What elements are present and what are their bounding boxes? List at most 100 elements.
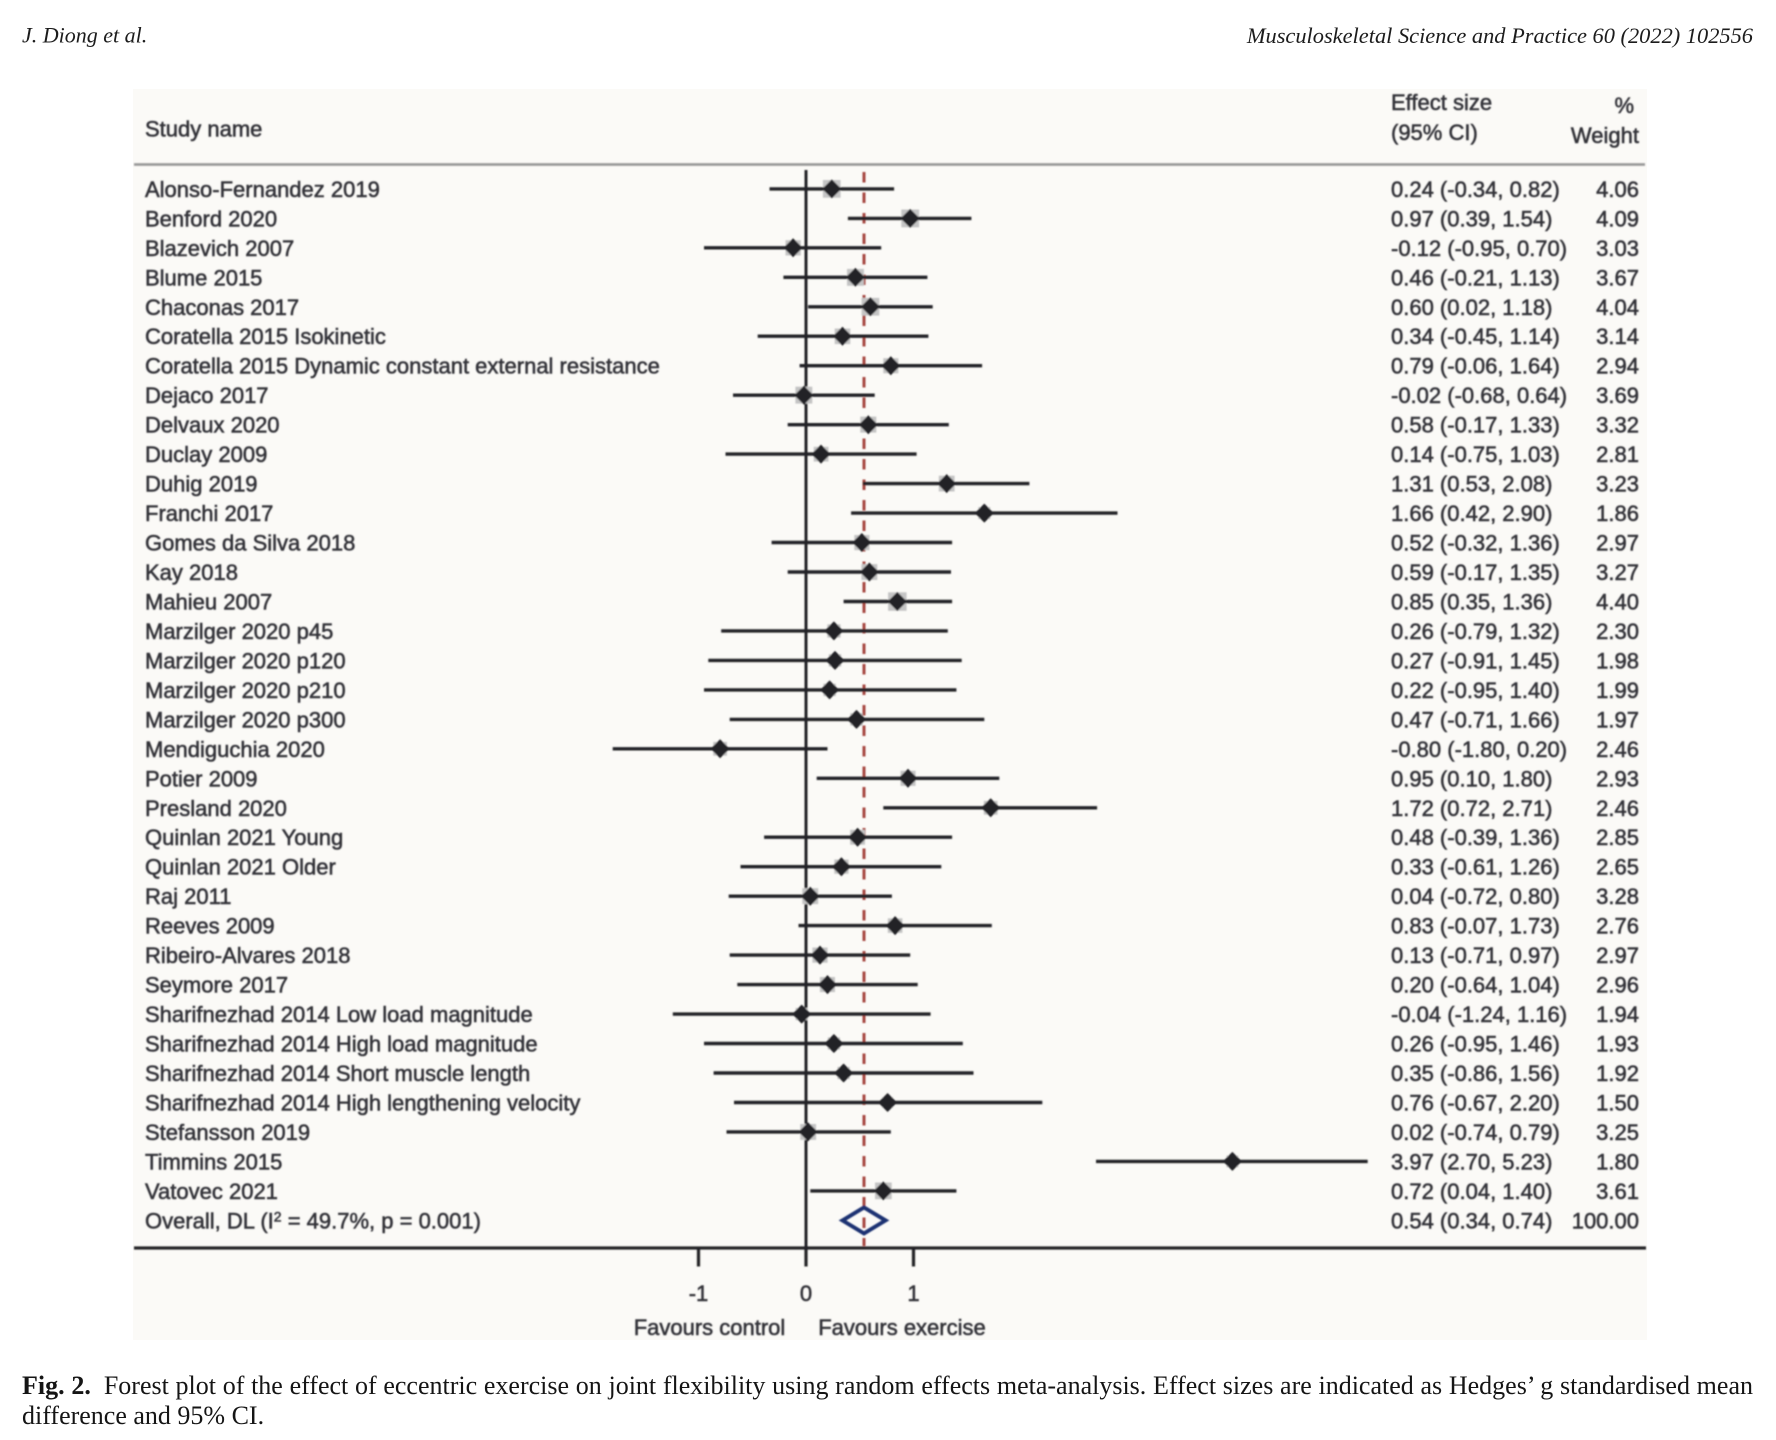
svg-text:Study name: Study name	[145, 117, 262, 142]
svg-text:2.76: 2.76	[1596, 914, 1639, 939]
svg-text:Musculoskeletal Science and Pr: Musculoskeletal Science and Practice 60 …	[1246, 23, 1754, 48]
svg-text:0.04 (-0.72, 0.80): 0.04 (-0.72, 0.80)	[1391, 884, 1560, 909]
svg-text:0.26 (-0.79, 1.32): 0.26 (-0.79, 1.32)	[1391, 619, 1560, 644]
svg-text:Weight: Weight	[1571, 123, 1639, 148]
svg-text:1.94: 1.94	[1596, 1002, 1639, 1027]
svg-text:1.93: 1.93	[1596, 1032, 1639, 1057]
svg-text:Franchi 2017: Franchi 2017	[145, 501, 273, 526]
svg-text:Coratella 2015 Dynamic constan: Coratella 2015 Dynamic constant external…	[145, 354, 660, 379]
svg-text:Quinlan 2021 Young: Quinlan 2021 Young	[145, 825, 343, 850]
svg-text:0.54 (0.34, 0.74): 0.54 (0.34, 0.74)	[1391, 1208, 1552, 1233]
svg-text:2.96: 2.96	[1596, 973, 1639, 998]
svg-text:0.83 (-0.07, 1.73): 0.83 (-0.07, 1.73)	[1391, 914, 1560, 939]
svg-text:2.97: 2.97	[1596, 531, 1639, 556]
svg-text:-0.04 (-1.24, 1.16): -0.04 (-1.24, 1.16)	[1391, 1002, 1567, 1027]
svg-text:Gomes da Silva 2018: Gomes da Silva 2018	[145, 531, 355, 556]
svg-text:100.00: 100.00	[1572, 1208, 1639, 1233]
svg-text:1.50: 1.50	[1596, 1091, 1639, 1116]
svg-text:Favours exercise: Favours exercise	[818, 1315, 986, 1340]
svg-text:Potier 2009: Potier 2009	[145, 766, 258, 791]
svg-text:Quinlan 2021 Older: Quinlan 2021 Older	[145, 855, 336, 880]
svg-text:Mahieu 2007: Mahieu 2007	[145, 590, 272, 615]
svg-text:3.32: 3.32	[1596, 413, 1639, 438]
svg-text:2.65: 2.65	[1596, 855, 1639, 880]
svg-text:0.22 (-0.95, 1.40): 0.22 (-0.95, 1.40)	[1391, 678, 1560, 703]
svg-text:3.28: 3.28	[1596, 884, 1639, 909]
svg-text:Dejaco 2017: Dejaco 2017	[145, 383, 269, 408]
svg-text:%: %	[1614, 93, 1634, 118]
svg-text:1.72 (0.72, 2.71): 1.72 (0.72, 2.71)	[1391, 796, 1552, 821]
svg-text:0.85 (0.35, 1.36): 0.85 (0.35, 1.36)	[1391, 590, 1552, 615]
svg-text:Favours control: Favours control	[634, 1315, 786, 1340]
svg-text:Kay 2018: Kay 2018	[145, 560, 238, 585]
svg-text:0.58 (-0.17, 1.33): 0.58 (-0.17, 1.33)	[1391, 413, 1560, 438]
svg-text:Marzilger 2020 p45: Marzilger 2020 p45	[145, 619, 333, 644]
svg-text:3.27: 3.27	[1596, 560, 1639, 585]
svg-text:0.79 (-0.06, 1.64): 0.79 (-0.06, 1.64)	[1391, 354, 1560, 379]
svg-text:Duclay 2009: Duclay 2009	[145, 442, 267, 467]
svg-text:Coratella 2015 Isokinetic: Coratella 2015 Isokinetic	[145, 324, 386, 349]
svg-text:3.69: 3.69	[1596, 383, 1639, 408]
svg-text:Sharifnezhad 2014 High load ma: Sharifnezhad 2014 High load magnitude	[145, 1032, 538, 1057]
svg-text:1.31 (0.53, 2.08): 1.31 (0.53, 2.08)	[1391, 472, 1552, 497]
svg-text:Effect size: Effect size	[1391, 90, 1492, 115]
svg-text:0.33 (-0.61, 1.26): 0.33 (-0.61, 1.26)	[1391, 855, 1560, 880]
svg-text:-0.02 (-0.68, 0.64): -0.02 (-0.68, 0.64)	[1391, 383, 1567, 408]
svg-text:1.66 (0.42, 2.90): 1.66 (0.42, 2.90)	[1391, 501, 1552, 526]
svg-text:J. Diong et al.: J. Diong et al.	[22, 23, 147, 48]
svg-text:3.25: 3.25	[1596, 1120, 1639, 1145]
svg-text:1.98: 1.98	[1596, 648, 1639, 673]
svg-text:4.40: 4.40	[1596, 590, 1639, 615]
svg-text:Presland 2020: Presland 2020	[145, 796, 287, 821]
svg-text:Raj 2011: Raj 2011	[145, 884, 231, 909]
svg-text:3.67: 3.67	[1596, 265, 1639, 290]
svg-text:4.04: 4.04	[1596, 295, 1639, 320]
svg-text:Alonso-Fernandez 2019: Alonso-Fernandez 2019	[145, 177, 380, 202]
svg-text:Chaconas 2017: Chaconas 2017	[145, 295, 299, 320]
svg-text:0.14 (-0.75, 1.03): 0.14 (-0.75, 1.03)	[1391, 442, 1560, 467]
svg-text:1: 1	[907, 1281, 919, 1306]
svg-text:0.46 (-0.21, 1.13): 0.46 (-0.21, 1.13)	[1391, 265, 1560, 290]
svg-text:0.20 (-0.64, 1.04): 0.20 (-0.64, 1.04)	[1391, 973, 1560, 998]
svg-text:0.97 (0.39, 1.54): 0.97 (0.39, 1.54)	[1391, 206, 1552, 231]
svg-text:0.13 (-0.71, 0.97): 0.13 (-0.71, 0.97)	[1391, 943, 1560, 968]
svg-text:Sharifnezhad 2014 Short muscle: Sharifnezhad 2014 Short muscle length	[145, 1061, 530, 1086]
svg-text:0: 0	[800, 1281, 812, 1306]
svg-text:2.94: 2.94	[1596, 354, 1639, 379]
svg-text:-0.12 (-0.95, 0.70): -0.12 (-0.95, 0.70)	[1391, 236, 1567, 261]
svg-text:3.23: 3.23	[1596, 472, 1639, 497]
svg-text:2.85: 2.85	[1596, 825, 1639, 850]
svg-text:0.47 (-0.71, 1.66): 0.47 (-0.71, 1.66)	[1391, 707, 1560, 732]
svg-text:1.86: 1.86	[1596, 501, 1639, 526]
svg-text:3.97 (2.70, 5.23): 3.97 (2.70, 5.23)	[1391, 1149, 1552, 1174]
svg-text:Vatovec 2021: Vatovec 2021	[145, 1179, 278, 1204]
svg-text:0.27 (-0.91, 1.45): 0.27 (-0.91, 1.45)	[1391, 648, 1560, 673]
svg-text:1.97: 1.97	[1596, 707, 1639, 732]
svg-text:-0.80 (-1.80, 0.20): -0.80 (-1.80, 0.20)	[1391, 737, 1567, 762]
svg-text:0.34 (-0.45, 1.14): 0.34 (-0.45, 1.14)	[1391, 324, 1560, 349]
svg-text:Marzilger 2020 p210: Marzilger 2020 p210	[145, 678, 346, 703]
svg-text:(95% CI): (95% CI)	[1391, 120, 1478, 145]
svg-text:0.52 (-0.32, 1.36): 0.52 (-0.32, 1.36)	[1391, 531, 1560, 556]
svg-text:3.14: 3.14	[1596, 324, 1639, 349]
svg-text:4.06: 4.06	[1596, 177, 1639, 202]
svg-text:Sharifnezhad 2014 High lengthe: Sharifnezhad 2014 High lengthening veloc…	[145, 1091, 580, 1116]
svg-text:Stefansson 2019: Stefansson 2019	[145, 1120, 310, 1145]
svg-text:Timmins 2015: Timmins 2015	[145, 1149, 282, 1174]
svg-text:Blume 2015: Blume 2015	[145, 265, 262, 290]
svg-text:4.09: 4.09	[1596, 206, 1639, 231]
svg-text:Sharifnezhad 2014 Low load mag: Sharifnezhad 2014 Low load magnitude	[145, 1002, 533, 1027]
svg-text:0.26 (-0.95, 1.46): 0.26 (-0.95, 1.46)	[1391, 1032, 1560, 1057]
svg-text:0.60 (0.02, 1.18): 0.60 (0.02, 1.18)	[1391, 295, 1552, 320]
svg-text:1.92: 1.92	[1596, 1061, 1639, 1086]
svg-text:0.76 (-0.67, 2.20): 0.76 (-0.67, 2.20)	[1391, 1091, 1560, 1116]
svg-text:Overall, DL (I2 = 49.7%, p = 0: Overall, DL (I2 = 49.7%, p = 0.001)	[145, 1208, 481, 1233]
svg-text:3.61: 3.61	[1596, 1179, 1639, 1204]
svg-text:2.46: 2.46	[1596, 796, 1639, 821]
svg-text:Blazevich 2007: Blazevich 2007	[145, 236, 294, 261]
svg-text:Duhig 2019: Duhig 2019	[145, 472, 258, 497]
svg-text:0.48 (-0.39, 1.36): 0.48 (-0.39, 1.36)	[1391, 825, 1560, 850]
svg-text:0.72 (0.04, 1.40): 0.72 (0.04, 1.40)	[1391, 1179, 1552, 1204]
svg-text:1.80: 1.80	[1596, 1149, 1639, 1174]
svg-text:2.81: 2.81	[1596, 442, 1639, 467]
